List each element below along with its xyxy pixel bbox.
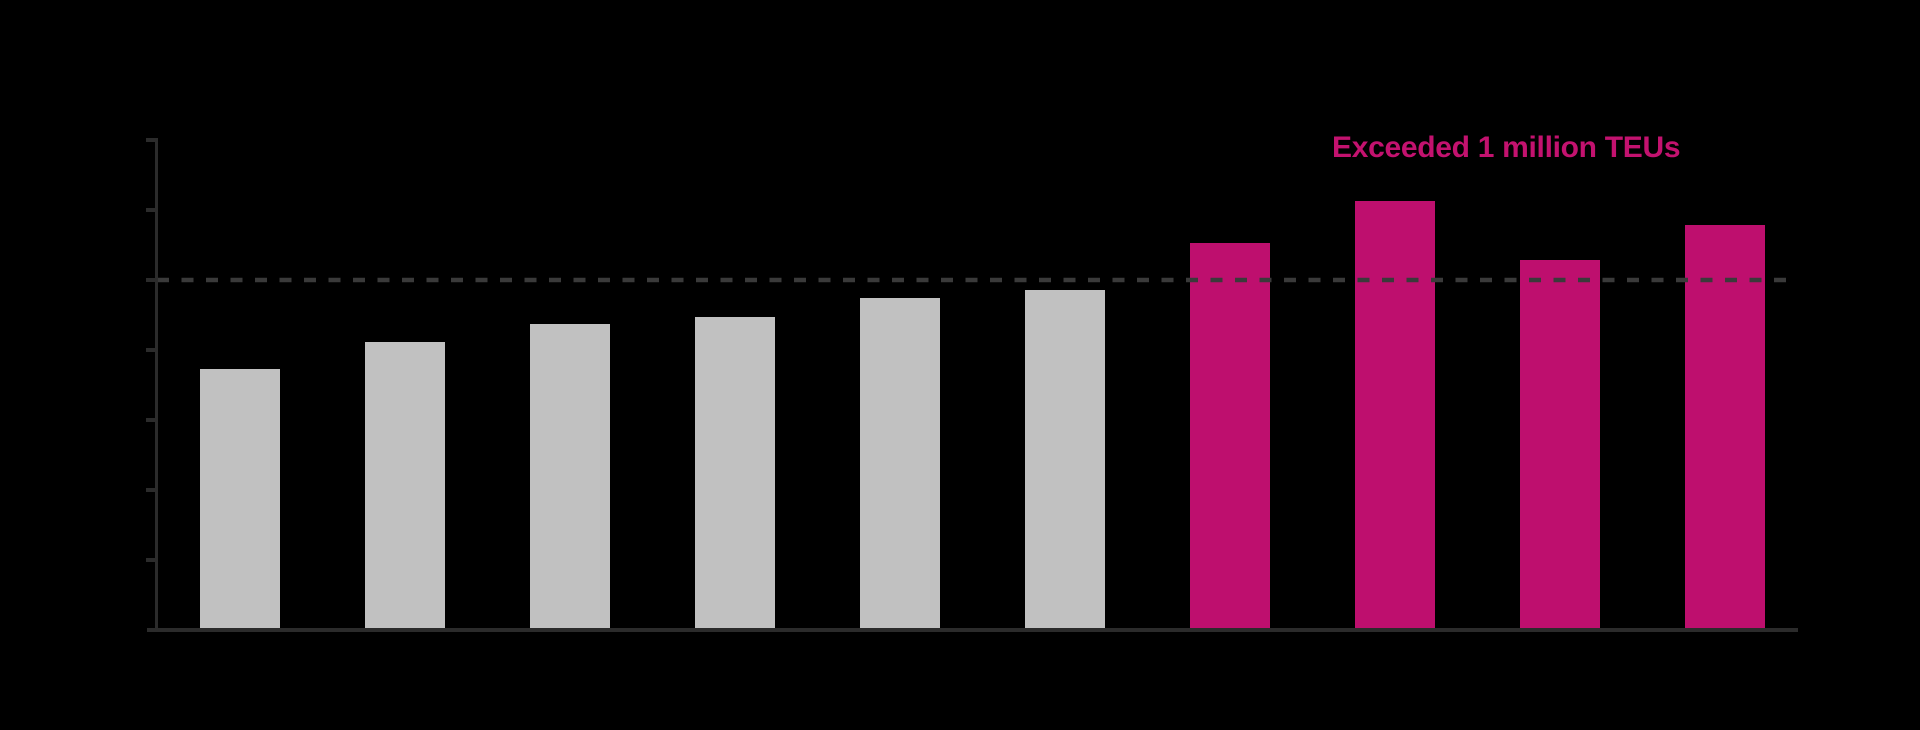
bar-8-magenta <box>1355 200 1435 630</box>
y-axis-tick <box>146 488 158 492</box>
bar-6-gray <box>1025 290 1105 630</box>
y-axis <box>155 138 158 632</box>
bar-4-gray <box>695 316 775 630</box>
bar-10-magenta <box>1685 225 1765 630</box>
y-axis-tick <box>146 348 158 352</box>
bar-9-magenta <box>1520 260 1600 630</box>
y-axis-tick <box>146 278 158 282</box>
bar-7-magenta <box>1190 242 1270 630</box>
y-axis-tick <box>146 558 158 562</box>
bar-2-gray <box>365 341 445 630</box>
bar-5-gray <box>860 297 940 630</box>
y-axis-tick <box>146 418 158 422</box>
x-axis <box>147 628 1798 632</box>
bar-1-gray <box>200 369 280 630</box>
annotation-exceeded-1-million-teus: Exceeded 1 million TEUs <box>1332 131 1681 164</box>
y-axis-tick <box>146 138 158 142</box>
y-axis-tick <box>146 208 158 212</box>
bar-3-gray <box>530 324 610 630</box>
